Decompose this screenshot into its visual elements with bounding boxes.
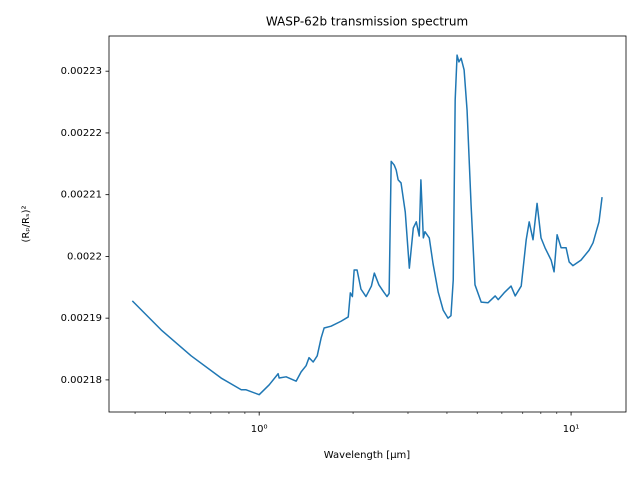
y-tick-label: 0.00218 (61, 375, 102, 386)
y-tick-label: 0.00221 (61, 190, 102, 201)
y-tick-label: 0.00222 (61, 128, 102, 139)
chart-title: WASP-62b transmission spectrum (266, 15, 468, 29)
x-axis-label: Wavelength [μm] (324, 450, 411, 461)
x-tick-label: 10⁰ (251, 424, 268, 435)
x-tick-label: 10¹ (563, 424, 580, 435)
y-tick-label: 0.00219 (61, 313, 102, 324)
spectrum-line (131, 54, 603, 396)
plot-frame (108, 35, 627, 413)
y-tick-label: 0.00223 (61, 66, 102, 77)
y-tick-label: 0.0022 (67, 251, 102, 262)
y-axis-label: (Rₚ/Rₛ)² (21, 205, 32, 242)
